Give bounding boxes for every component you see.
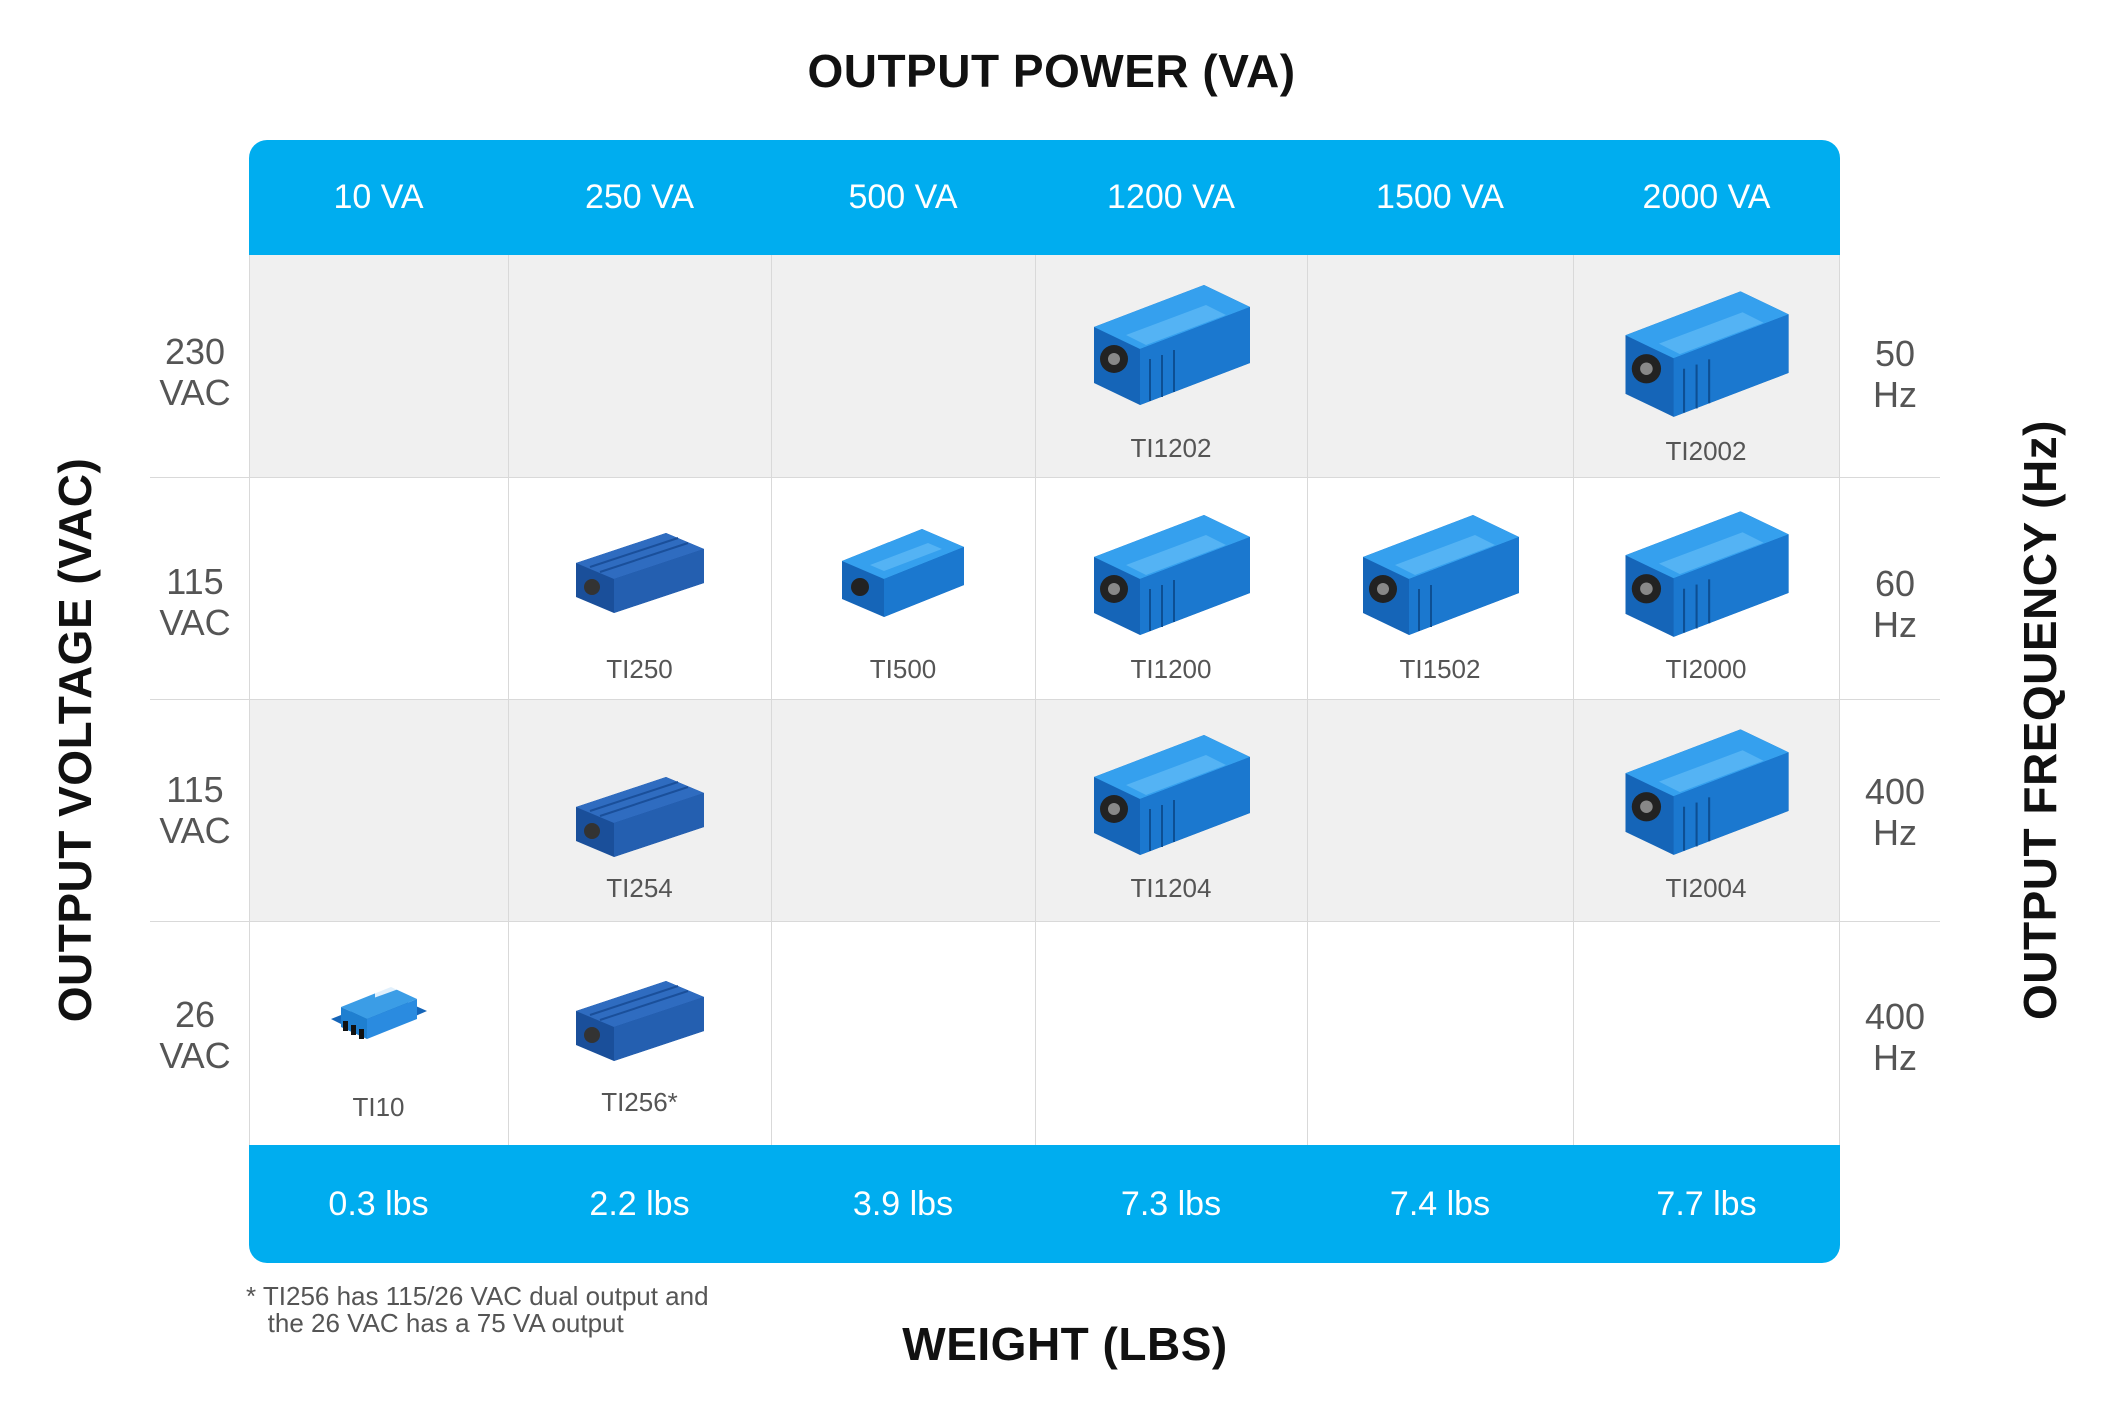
voltage-label: 115 VAC	[159, 769, 231, 851]
grid-line	[249, 255, 250, 1145]
weight-footer-band: 0.3 lbs 2.2 lbs 3.9 lbs 7.3 lbs 7.4 lbs …	[249, 1145, 1840, 1263]
frequency-label: 60 Hz	[1873, 563, 1917, 645]
power-column-header: 10 VA	[333, 178, 424, 216]
inverter-large-image	[1363, 515, 1519, 635]
row-background-115vac-400hz	[249, 699, 1840, 921]
power-column-header: 250 VA	[584, 178, 694, 216]
footnote: * TI256 has 115/26 VAC dual output and t…	[246, 1281, 709, 1338]
weight-value: 2.2 lbs	[589, 1184, 690, 1223]
inverter-large-image	[1625, 729, 1789, 855]
product-cell[interactable]: TI10	[249, 921, 508, 1145]
voltage-label: 115 VAC	[159, 561, 231, 643]
product-cell[interactable]: TI256*	[508, 921, 771, 1145]
model-label: TI1200	[1130, 654, 1212, 684]
product-cell[interactable]: TI500	[771, 477, 1035, 699]
output-power-title: OUTPUT POWER (VA)	[807, 45, 1296, 97]
model-label: TI2004	[1665, 873, 1747, 903]
inverter-small-image	[575, 533, 704, 613]
grid-line	[508, 255, 509, 1145]
frequency-label: 400 Hz	[1864, 771, 1926, 853]
grid-line	[771, 255, 772, 1145]
grid-line	[1839, 255, 1840, 1145]
inverter-medium-image	[842, 529, 964, 617]
product-cell[interactable]: TI2000	[1573, 477, 1839, 699]
power-header-band: 10 VA 250 VA 500 VA 1200 VA 1500 VA 2000…	[249, 140, 1840, 255]
product-cell[interactable]: TI2004	[1573, 699, 1839, 921]
inverter-compact-image	[330, 979, 427, 1039]
inverter-large-image	[1625, 511, 1789, 637]
row-background-230vac	[249, 255, 1840, 477]
model-label: TI1204	[1130, 873, 1212, 903]
weight-value: 3.9 lbs	[852, 1184, 954, 1223]
grid-line	[1307, 255, 1308, 1145]
model-label: TI2002	[1665, 436, 1747, 466]
product-cell[interactable]: TI1200	[1035, 477, 1307, 699]
power-column-header: 500 VA	[848, 178, 958, 216]
voltage-label: 26 VAC	[159, 994, 231, 1076]
frequency-label: 400 Hz	[1864, 996, 1926, 1078]
model-label: TI1502	[1399, 654, 1481, 684]
power-column-header: 1500 VA	[1376, 178, 1504, 216]
inverter-large-image	[1094, 735, 1250, 855]
inverter-large-image	[1625, 291, 1789, 417]
power-column-header: 1200 VA	[1107, 178, 1235, 216]
output-voltage-title: OUTPUT VOLTAGE (VAC)	[49, 457, 101, 1023]
product-cell[interactable]: TI1202	[1035, 255, 1307, 477]
model-label: TI1202	[1130, 433, 1212, 463]
power-column-header: 2000 VA	[1642, 178, 1771, 216]
inverter-small-image	[575, 777, 704, 857]
weight-title: WEIGHT (LBS)	[902, 1318, 1228, 1370]
product-cell[interactable]: TI2002	[1573, 255, 1839, 477]
model-label: TI256*	[601, 1087, 678, 1117]
grid-line	[150, 477, 1940, 478]
model-label: TI10	[352, 1092, 405, 1122]
model-label: TI250	[606, 654, 673, 684]
grid-line	[1035, 255, 1036, 1145]
weight-value: 0.3 lbs	[328, 1184, 429, 1223]
model-label: TI500	[869, 654, 937, 684]
inverter-large-image	[1094, 515, 1250, 635]
inverter-large-image	[1094, 285, 1250, 405]
product-cell[interactable]: TI1502	[1307, 477, 1573, 699]
product-cell[interactable]: TI254	[508, 699, 771, 921]
model-label: TI254	[606, 873, 673, 903]
frequency-label: 50 Hz	[1873, 333, 1917, 415]
weight-value: 7.4 lbs	[1389, 1184, 1491, 1223]
grid-line	[150, 921, 1940, 922]
output-frequency-title: OUTPUT FREQUENCY (Hz)	[2014, 420, 2066, 1020]
model-label: TI2000	[1665, 654, 1747, 684]
grid-line	[150, 699, 1940, 700]
voltage-label: 230 VAC	[159, 331, 231, 413]
weight-value: 7.3 lbs	[1120, 1184, 1222, 1223]
product-cell[interactable]: TI250	[508, 477, 771, 699]
product-cell[interactable]: TI1204	[1035, 699, 1307, 921]
inverter-small-image	[575, 981, 704, 1061]
grid-line	[1573, 255, 1574, 1145]
weight-value: 7.7 lbs	[1656, 1184, 1757, 1223]
